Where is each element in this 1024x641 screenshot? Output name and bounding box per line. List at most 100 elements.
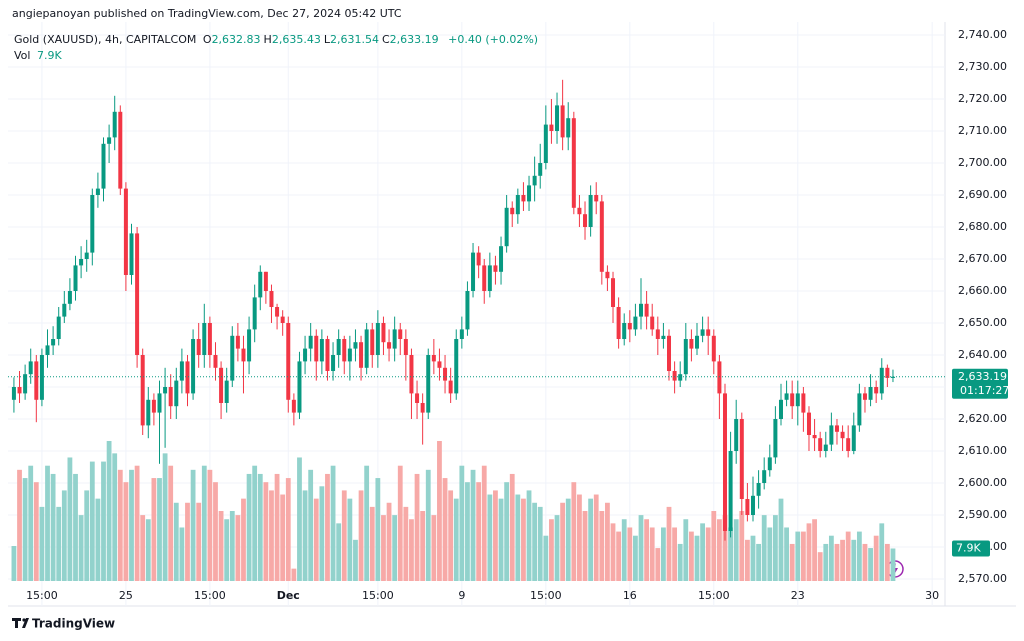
candle-body (784, 393, 789, 400)
candle-body (728, 451, 733, 531)
volume-bar (884, 543, 890, 581)
volume-bar (509, 473, 515, 581)
volume-bar (145, 519, 151, 581)
candle-body (806, 412, 811, 435)
volume-bar (207, 469, 213, 581)
candle-body (123, 188, 128, 275)
volume-bar (526, 490, 532, 581)
candles (11, 79, 895, 541)
y-tick-label: 2,740.00 (958, 28, 1007, 41)
candle-body (750, 495, 755, 515)
candle-body (252, 297, 257, 330)
volume-bar (61, 490, 67, 581)
candle-body (443, 367, 448, 381)
volume-bar (218, 511, 224, 581)
volume-bar (571, 482, 577, 581)
candle-body (476, 252, 481, 266)
candle-body (504, 207, 509, 247)
candle-body (868, 387, 873, 400)
volume-bar (280, 494, 286, 581)
ohlc-value: 2,633.19 (389, 33, 439, 46)
volume-bar (565, 498, 571, 581)
candle-body (689, 339, 694, 349)
candle-body (45, 345, 50, 355)
volume-bar (739, 511, 745, 581)
candle-body (846, 438, 851, 451)
candle-body (28, 361, 33, 375)
candle-body (185, 361, 190, 394)
volume-bar (347, 498, 353, 581)
ohlc-value: 2,635.43 (271, 33, 321, 46)
volume-bar (341, 490, 347, 581)
volume-bar (515, 494, 521, 581)
candle-body (706, 329, 711, 336)
candle-body (17, 387, 22, 394)
volume-bar (593, 494, 599, 581)
candle-body (325, 339, 330, 371)
candle-body (426, 355, 431, 413)
candle-body (79, 259, 84, 266)
candle-body (286, 323, 291, 400)
candle-body (56, 316, 61, 339)
volume-bar (95, 498, 101, 581)
volume-bar (78, 515, 84, 581)
candle-body (890, 376, 895, 378)
volume-bar (50, 473, 56, 581)
candle-body (583, 214, 588, 227)
x-tick-label: 15:00 (194, 589, 226, 602)
y-tick-label: 2,640.00 (958, 348, 1007, 361)
volume-bar (784, 527, 789, 581)
y-tick-label: 2,710.00 (958, 124, 1007, 137)
volume-bar (101, 461, 106, 581)
x-tick-label: 15:00 (698, 589, 730, 602)
volume-bar (817, 552, 823, 581)
volume-bar (616, 531, 622, 581)
volume-bar (235, 515, 241, 581)
volume-bar (313, 498, 319, 581)
candle-body (818, 438, 823, 451)
candle-body (247, 329, 252, 362)
volume-bar (89, 461, 95, 581)
volume-bar (386, 502, 392, 581)
candle-body (588, 195, 593, 227)
candle-body (767, 457, 772, 471)
volume-bar (744, 539, 750, 581)
candle-body (532, 175, 537, 186)
candle-body (392, 329, 397, 349)
volume-bar (213, 482, 218, 581)
candle-body (549, 124, 554, 131)
candle-body (191, 339, 196, 394)
volume-bar (375, 478, 381, 581)
candle-body (667, 335, 672, 371)
x-tick-label: 25 (119, 589, 133, 602)
candle-body (118, 111, 123, 189)
volume-bar (297, 457, 302, 581)
candle-body (795, 393, 800, 407)
volume-bar (129, 469, 134, 581)
symbol: Gold (XAUUSD), 4h, CAPITALCOM (14, 33, 197, 46)
volume-bar (179, 527, 185, 581)
candle-body (812, 435, 817, 439)
candle-body (527, 185, 532, 202)
candle-body (375, 323, 380, 355)
candle-body (840, 431, 845, 439)
candle-body (644, 303, 649, 317)
volume-bar (425, 469, 431, 581)
volume-bar (778, 498, 784, 581)
volume-bar (728, 527, 733, 581)
volume-bar (33, 482, 39, 581)
volume-bar (185, 502, 190, 581)
candle-body (829, 425, 834, 445)
volume-bar (666, 506, 672, 581)
candle-body (359, 342, 364, 368)
volume-bar (308, 469, 314, 581)
volume-bar (369, 506, 375, 581)
volume-bar (442, 478, 448, 581)
volume-bar (487, 494, 493, 581)
candle-body (364, 329, 369, 368)
y-tick-label: 2,660.00 (958, 284, 1007, 297)
volume-bar (465, 482, 470, 581)
candle-body (538, 163, 543, 176)
volume-bar (873, 535, 879, 581)
x-tick-label: 15:00 (26, 589, 58, 602)
